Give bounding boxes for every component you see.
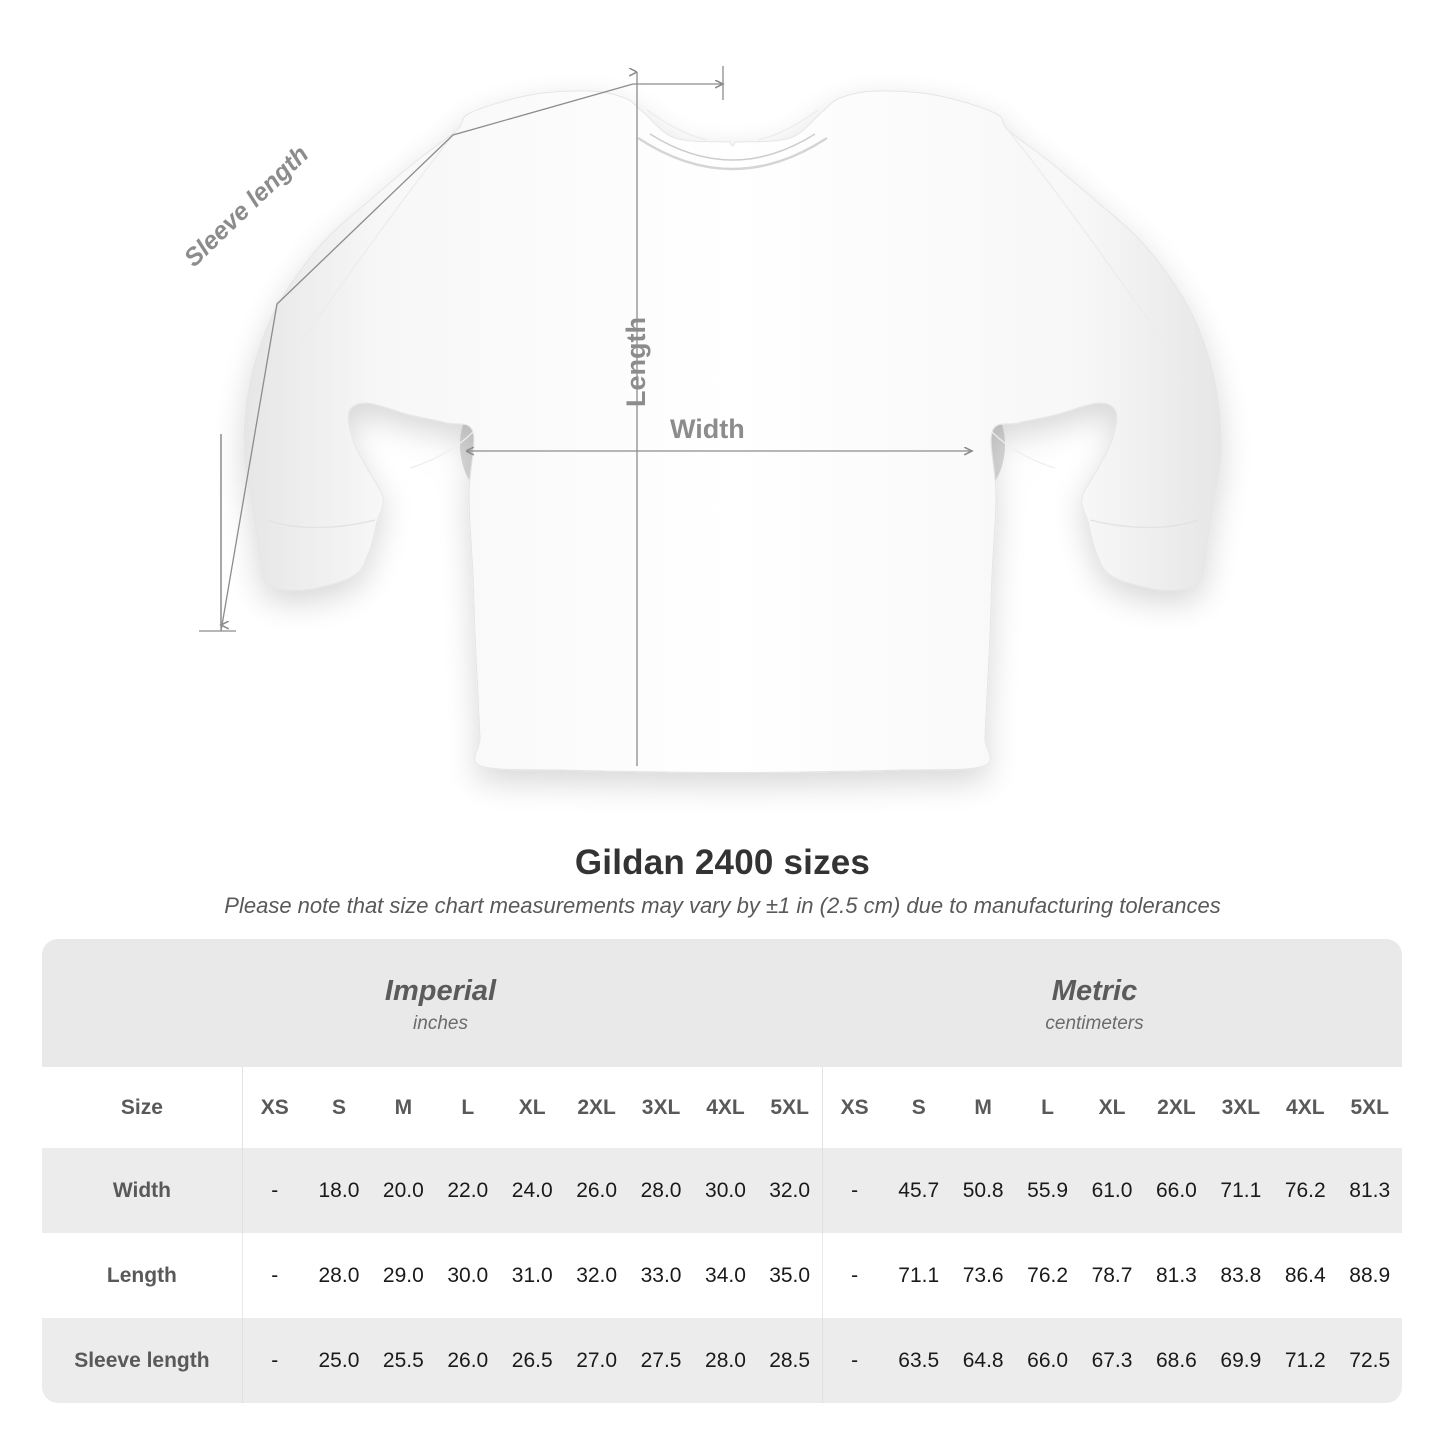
svg-text:Length: Length (621, 317, 651, 407)
svg-text:Sleeve length: Sleeve length (179, 140, 314, 272)
svg-text:Width: Width (670, 414, 745, 444)
